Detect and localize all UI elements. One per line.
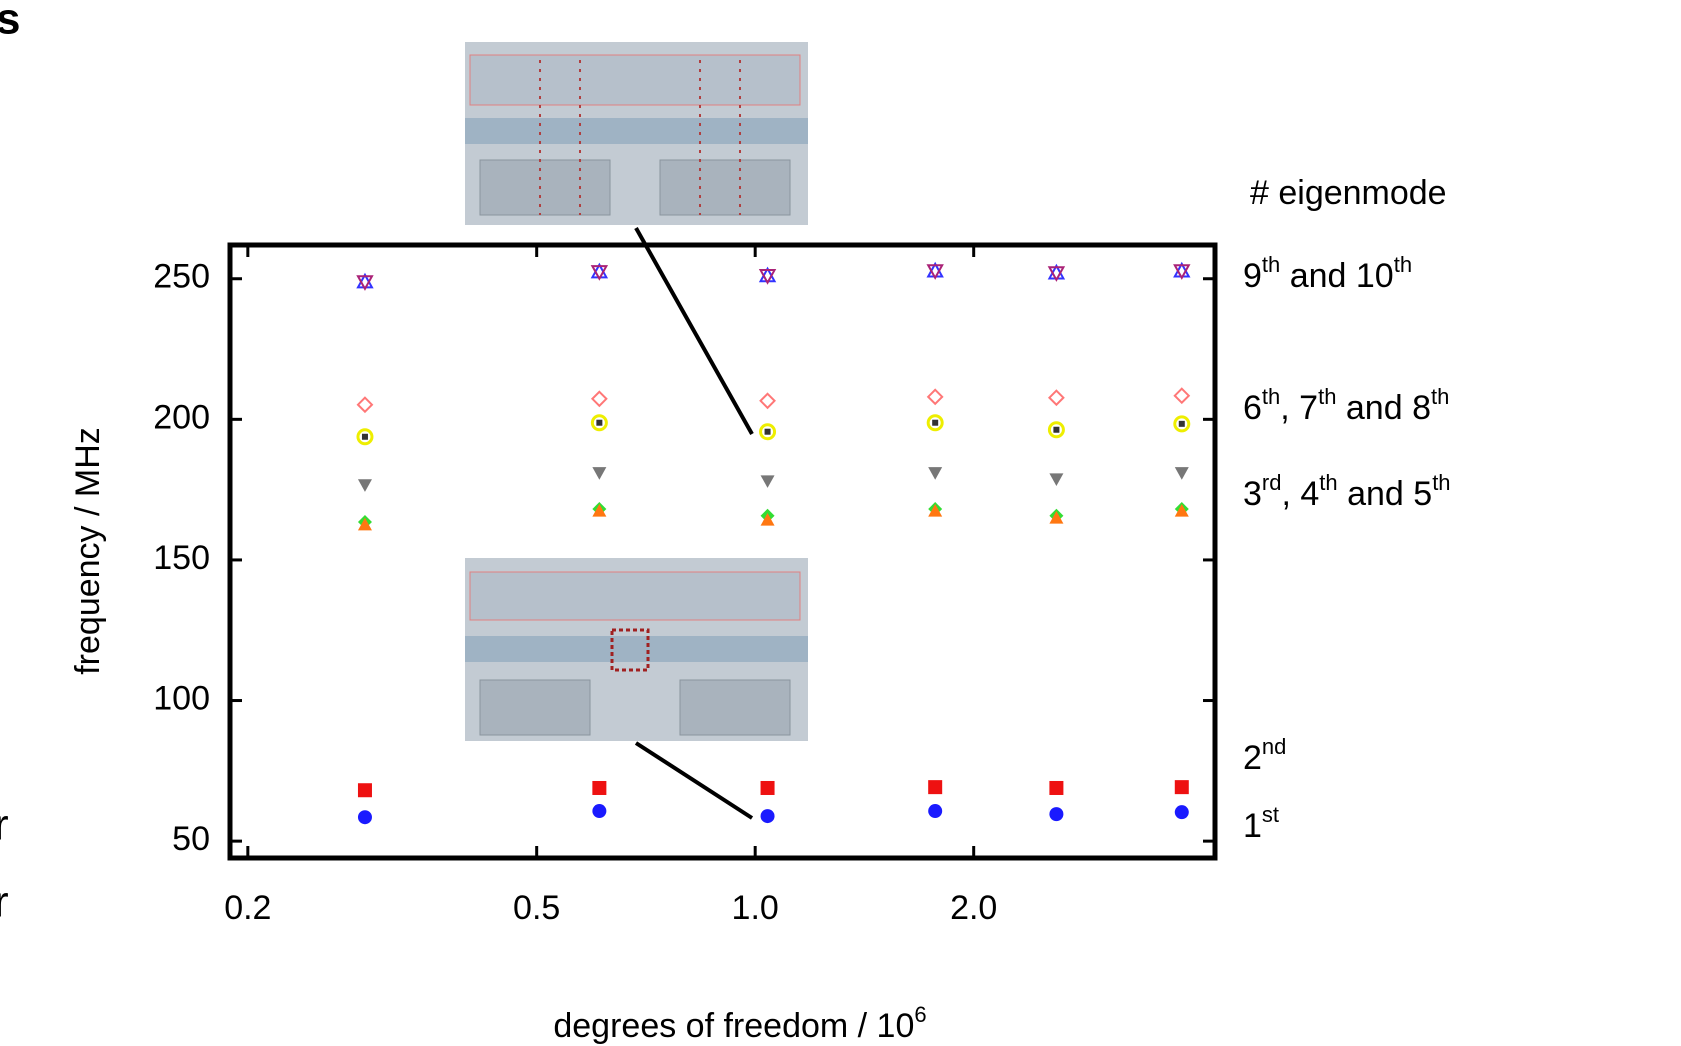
text-run: degrees of freedom / 10 bbox=[553, 1007, 914, 1045]
connector bbox=[636, 228, 752, 434]
text-run: , 4 bbox=[1281, 475, 1319, 513]
annotation: 2nd bbox=[1243, 734, 1286, 777]
slide-fragment: r bbox=[0, 878, 9, 927]
superscript: th bbox=[1318, 384, 1336, 409]
annotation: 6th, 7th and 8th bbox=[1243, 384, 1449, 427]
y-tick-label: 100 bbox=[153, 680, 210, 718]
superscript: th bbox=[1319, 470, 1337, 495]
data-point bbox=[358, 783, 372, 797]
superscript: rd bbox=[1262, 470, 1282, 495]
data-point bbox=[1175, 389, 1189, 403]
data-point bbox=[592, 467, 606, 480]
y-axis-label: frequency / MHz bbox=[69, 427, 107, 675]
annotation: 9th and 10th bbox=[1243, 252, 1412, 295]
connector bbox=[636, 743, 752, 818]
slide-fragment: s bbox=[0, 0, 20, 44]
text-run: and 8 bbox=[1336, 389, 1431, 427]
text-run: 2 bbox=[1243, 739, 1262, 777]
text-run: 9 bbox=[1243, 257, 1262, 295]
x-axis-label: degrees of freedom / 106 bbox=[553, 1002, 926, 1045]
data-point bbox=[358, 479, 372, 492]
data-point bbox=[592, 804, 606, 818]
data-point bbox=[761, 781, 775, 795]
superscript: th bbox=[1262, 252, 1280, 277]
data-point bbox=[928, 390, 942, 404]
superscript: th bbox=[1431, 384, 1449, 409]
annotation: # eigenmode bbox=[1250, 174, 1447, 212]
slide-fragment: r bbox=[0, 801, 9, 850]
data-point bbox=[761, 809, 775, 823]
data-point bbox=[592, 392, 606, 406]
superscript: nd bbox=[1262, 734, 1286, 759]
data-point bbox=[761, 394, 775, 408]
x-tick-label: 1.0 bbox=[732, 889, 779, 927]
inset-bottom bbox=[465, 558, 808, 741]
y-tick-label: 150 bbox=[153, 539, 210, 577]
data-point bbox=[1049, 781, 1063, 795]
x-tick-label: 0.5 bbox=[513, 889, 560, 927]
data-point bbox=[1175, 467, 1189, 480]
data-point bbox=[761, 475, 775, 488]
text-run: , 7 bbox=[1280, 389, 1318, 427]
data-point bbox=[928, 780, 942, 794]
annotation: 3rd, 4th and 5th bbox=[1243, 470, 1451, 513]
data-point bbox=[1175, 805, 1189, 819]
x-tick-label: 0.2 bbox=[224, 889, 271, 927]
data-point bbox=[358, 518, 372, 531]
data-point bbox=[592, 781, 606, 795]
data-point bbox=[932, 420, 938, 426]
data-point bbox=[765, 429, 771, 435]
data-point bbox=[1049, 807, 1063, 821]
data-point bbox=[1053, 427, 1059, 433]
data-point bbox=[1049, 473, 1063, 486]
plot-frame bbox=[230, 245, 1215, 858]
data-point bbox=[358, 810, 372, 824]
text-run: and 5 bbox=[1338, 475, 1433, 513]
text-run: 3 bbox=[1243, 475, 1262, 513]
data-point bbox=[358, 398, 372, 412]
data-point bbox=[1179, 421, 1185, 427]
text-run: 1 bbox=[1243, 807, 1262, 845]
superscript: 6 bbox=[914, 1002, 926, 1027]
text-run: # eigenmode bbox=[1250, 174, 1447, 212]
superscript: th bbox=[1262, 384, 1280, 409]
y-tick-label: 200 bbox=[153, 398, 210, 436]
inset-top bbox=[465, 42, 808, 225]
superscript: th bbox=[1394, 252, 1412, 277]
superscript: st bbox=[1262, 802, 1279, 827]
data-point bbox=[1175, 780, 1189, 794]
text-run: 6 bbox=[1243, 389, 1262, 427]
data-point bbox=[596, 420, 602, 426]
chart: s r r frequency / MHz degrees of freedom… bbox=[0, 0, 1681, 1046]
y-tick-label: 250 bbox=[153, 258, 210, 296]
data-point bbox=[1049, 391, 1063, 405]
x-tick-label: 2.0 bbox=[950, 889, 997, 927]
superscript: th bbox=[1432, 470, 1450, 495]
data-point bbox=[928, 804, 942, 818]
text-run: and 10 bbox=[1280, 257, 1393, 295]
data-point bbox=[928, 467, 942, 480]
y-tick-label: 50 bbox=[172, 820, 210, 858]
annotation: 1st bbox=[1243, 802, 1279, 845]
data-point bbox=[362, 434, 368, 440]
